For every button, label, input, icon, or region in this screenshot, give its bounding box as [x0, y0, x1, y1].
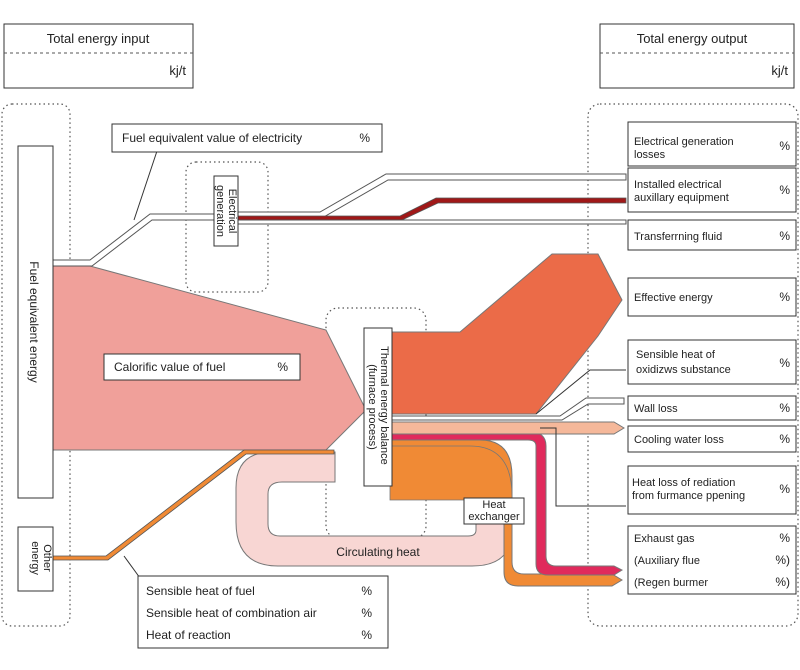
cooling-water-flow [389, 421, 625, 435]
electrical-generation-label: Electricalgeneration [214, 185, 238, 237]
elec-gen-losses-line2: losses [634, 149, 666, 161]
total-input-unit: kj/t [169, 63, 186, 78]
exhaust-gas-label: Exhaust gas [634, 533, 695, 545]
effective-energy-percent: % [779, 290, 790, 304]
exhaust-gas-percent: % [779, 531, 790, 545]
total-output-box: Total energy output kj/t [599, 23, 795, 89]
output-radiation-loss: Heat loss of rediation from furmance ppe… [627, 465, 797, 515]
input-group-outline [1, 103, 71, 627]
radiation-loss-line1: Heat loss of rediation [632, 477, 735, 489]
sensible-heat-fuel-percent: % [361, 584, 372, 598]
other-energy-box: Otherenergy [17, 526, 54, 592]
circulating-heat-label: Circulating heat [336, 545, 420, 559]
thermal-balance-box: Thermal energy balance (furnace process) [363, 327, 393, 487]
sensible-heat-fuel-flow [51, 449, 335, 561]
other-energy-label: Otherenergy [29, 541, 53, 575]
sensible-oxid-line2: oxidizws substance [636, 364, 731, 376]
transferring-fluid-label: Transferrning fluid [634, 231, 722, 243]
heat-exchanger-line1: Heat [482, 499, 505, 511]
elec-gen-losses-percent: % [779, 139, 790, 153]
heat-of-reaction-label: Heat of reaction [146, 628, 231, 642]
output-installed-aux: Installed electrical auxillary equipment… [627, 167, 797, 213]
output-exhaust-gas: Exhaust gas % (Auxiliary flue %) (Regen … [627, 525, 797, 595]
calorific-value-box: Calorific value of fuel % [103, 353, 301, 381]
radiation-loss-percent: % [779, 482, 790, 496]
elec-gen-losses-flow [237, 173, 627, 219]
elec-gen-losses-line1: Electrical generation [634, 136, 734, 148]
effective-energy-flow [389, 253, 623, 415]
transferring-fluid-percent: % [779, 229, 790, 243]
total-input-title: Total energy input [47, 31, 150, 46]
electricity-input-flow [51, 213, 217, 267]
wall-loss-flow [389, 397, 625, 421]
total-output-unit: kj/t [771, 63, 788, 78]
heat-exchanger-box: Heat exchanger [463, 497, 525, 525]
wall-loss-label: Wall loss [634, 403, 678, 415]
fuel-equiv-electricity-box: Fuel equivalent value of electricity % [111, 123, 383, 153]
sensible-oxid-percent: % [779, 356, 790, 370]
radiation-loss-line [540, 427, 626, 507]
thermal-balance-line2: (furnace process) [366, 364, 378, 450]
fuel-equiv-electricity-percent: % [359, 131, 370, 145]
output-cooling-water: Cooling water loss % [627, 425, 797, 453]
electrical-generation-box: Electricalgeneration [213, 175, 239, 247]
thermal-balance-line1: Thermal energy balance [378, 346, 390, 465]
effective-energy-label: Effective energy [634, 292, 713, 304]
calorific-value-label: Calorific value of fuel [114, 360, 225, 374]
output-sensible-oxid: Sensible heat of oxidizws substance % [627, 339, 797, 385]
radiation-loss-line2: from furmance ppening [632, 490, 745, 502]
heat-exchanger-line2: exchanger [468, 511, 520, 523]
fuel-equiv-electricity-label: Fuel equivalent value of electricity [122, 131, 302, 145]
installed-aux-percent: % [779, 183, 790, 197]
output-elec-gen-losses: Electrical generation losses % [627, 121, 797, 167]
total-output-title: Total energy output [637, 31, 748, 46]
sensible-oxid-line [535, 369, 626, 415]
fuel-equivalent-energy-box: Fuel equivalent energy [17, 145, 54, 499]
fuel-equivalent-energy-label: Fuel equivalent energy [27, 261, 41, 382]
wall-loss-percent: % [779, 401, 790, 415]
heat-of-reaction-percent: % [361, 628, 372, 642]
installed-aux-line1: Installed electrical [634, 179, 721, 191]
output-group-outline [587, 103, 799, 627]
sensible-heat-air-label: Sensible heat of combination air [146, 606, 317, 620]
regen-burner-label: (Regen burmer [634, 577, 708, 589]
cooling-water-percent: % [779, 432, 790, 446]
transferring-fluid-flow [237, 219, 627, 225]
sensible-oxid-line1: Sensible heat of [636, 349, 716, 361]
aux-flue-percent: %) [775, 553, 790, 567]
total-input-box: Total energy input kj/t [3, 23, 194, 89]
cooling-water-label: Cooling water loss [634, 434, 724, 446]
output-wall-loss: Wall loss % [627, 395, 797, 421]
thermal-balance-label: Thermal energy balance (furnace process) [366, 346, 390, 468]
calorific-value-percent: % [277, 360, 288, 374]
aux-flue-label: (Auxiliary flue [634, 555, 700, 567]
exhaust-gas-main [389, 445, 513, 501]
regen-burner-percent: %) [775, 575, 790, 589]
auxiliary-flue-flow [389, 431, 624, 576]
output-transferring-fluid: Transferrning fluid % [627, 219, 797, 251]
installed-aux-line2: auxillary equipment [634, 192, 729, 204]
sensible-heat-fuel-label: Sensible heat of fuel [146, 584, 255, 598]
electrical-generation-outline [185, 161, 269, 293]
sensible-heat-air-percent: % [361, 606, 372, 620]
installed-aux-flow [237, 197, 627, 221]
output-effective-energy: Effective energy % [627, 277, 797, 317]
sensible-heat-inputs-box: Sensible heat of fuel % Sensible heat of… [137, 575, 389, 649]
